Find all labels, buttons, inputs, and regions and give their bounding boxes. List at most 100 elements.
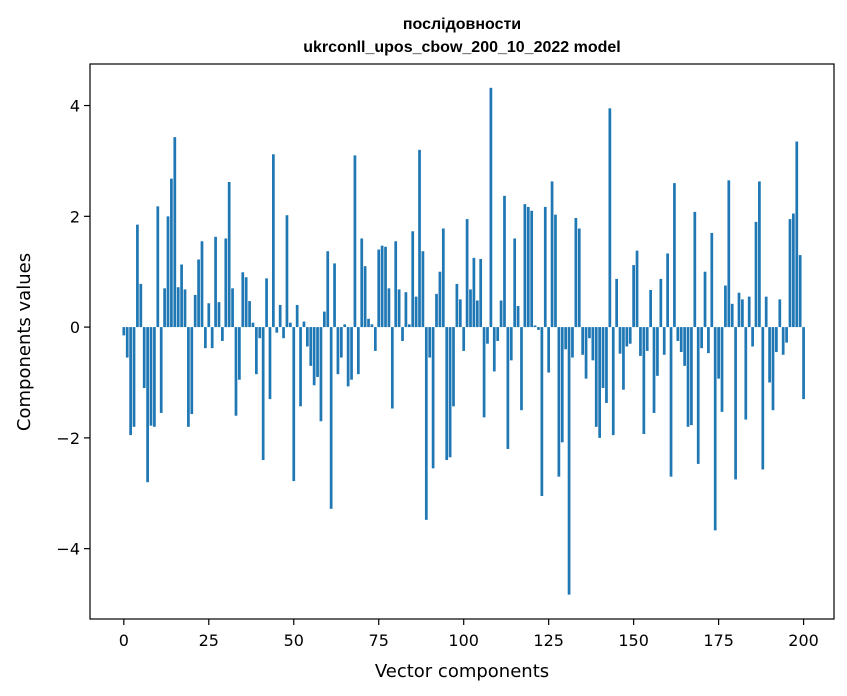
bar-43 xyxy=(268,327,272,400)
y-axis-ticks: −4 −2 0 2 4 xyxy=(56,97,90,559)
bar-108 xyxy=(489,87,493,328)
bar-8 xyxy=(149,327,153,426)
y-tick-label: 0 xyxy=(70,318,80,337)
x-tick-label: 75 xyxy=(369,631,389,650)
bar-64 xyxy=(339,327,343,358)
bar-167 xyxy=(690,327,693,426)
bar-128 xyxy=(557,327,561,477)
bar-35 xyxy=(241,272,245,328)
y-tick-label: 4 xyxy=(70,97,80,116)
bar-178 xyxy=(727,180,731,328)
bar-96 xyxy=(448,327,452,458)
bar-33 xyxy=(234,327,238,416)
bar-27 xyxy=(214,236,217,328)
bar-123 xyxy=(540,327,544,497)
bar-166 xyxy=(686,327,690,427)
bar-196 xyxy=(788,219,792,328)
bars-group xyxy=(122,87,805,595)
bar-129 xyxy=(560,327,564,443)
bar-170 xyxy=(700,327,703,349)
bar-176 xyxy=(720,327,724,412)
bar-1 xyxy=(125,327,129,358)
bar-2 xyxy=(129,327,132,436)
bar-140 xyxy=(598,327,602,438)
bar-186 xyxy=(754,221,758,328)
bar-93 xyxy=(438,271,442,328)
bar-6 xyxy=(142,327,146,389)
bar-21 xyxy=(193,294,197,328)
bar-68 xyxy=(353,155,357,328)
bar-163 xyxy=(676,327,680,341)
bar-148 xyxy=(625,327,629,347)
bar-7 xyxy=(146,327,149,483)
x-tick-label: 25 xyxy=(199,631,219,650)
bar-10 xyxy=(156,206,160,328)
bar-20 xyxy=(190,327,194,415)
bar-154 xyxy=(645,327,649,351)
bar-92 xyxy=(435,293,438,328)
bar-15 xyxy=(173,137,177,328)
bar-131 xyxy=(567,327,571,595)
bar-116 xyxy=(516,306,520,328)
bar-120 xyxy=(530,210,534,328)
bar-175 xyxy=(717,327,720,379)
bar-159 xyxy=(662,327,666,355)
bar-146 xyxy=(618,327,622,354)
bar-101 xyxy=(465,219,469,328)
bar-114 xyxy=(509,327,513,361)
x-tick-label: 125 xyxy=(533,631,564,650)
bar-0 xyxy=(122,327,126,336)
x-tick-label: 200 xyxy=(788,631,819,650)
bar-126 xyxy=(550,181,554,328)
x-axis-ticks: 0 25 50 75 100 125 150 175 200 xyxy=(119,619,819,650)
bar-83 xyxy=(404,292,408,328)
bar-46 xyxy=(278,304,282,328)
x-tick-label: 150 xyxy=(618,631,649,650)
bar-67 xyxy=(350,327,353,380)
bar-63 xyxy=(336,327,340,375)
bar-142 xyxy=(605,327,608,403)
x-tick-label: 175 xyxy=(703,631,734,650)
bar-117 xyxy=(520,327,523,411)
bar-171 xyxy=(703,271,707,328)
x-tick-label: 0 xyxy=(119,631,129,650)
bar-79 xyxy=(390,327,394,409)
chart-title-line1: послідовности xyxy=(403,16,521,33)
bar-150 xyxy=(632,265,635,328)
bar-152 xyxy=(639,327,642,356)
bar-9 xyxy=(153,327,156,427)
bar-139 xyxy=(594,327,598,427)
bar-134 xyxy=(577,228,581,328)
bar-127 xyxy=(554,214,557,328)
bar-41 xyxy=(261,327,265,461)
bar-137 xyxy=(588,327,591,339)
bar-36 xyxy=(244,277,248,328)
bar-104 xyxy=(475,300,479,328)
bar-91 xyxy=(431,327,435,469)
y-axis-label: Components values xyxy=(14,253,35,431)
bar-70 xyxy=(360,238,364,328)
bar-193 xyxy=(778,299,782,328)
bar-49 xyxy=(289,322,292,328)
y-tick-label: 2 xyxy=(70,207,80,226)
bar-110 xyxy=(496,327,500,341)
bar-88 xyxy=(421,251,425,328)
bar-3 xyxy=(132,327,136,427)
bar-103 xyxy=(472,257,476,328)
bar-143 xyxy=(608,108,612,328)
bar-107 xyxy=(486,327,489,344)
bar-45 xyxy=(275,327,279,333)
bar-198 xyxy=(795,141,799,328)
bar-54 xyxy=(305,327,309,347)
bar-72 xyxy=(367,318,370,328)
bar-78 xyxy=(387,288,391,328)
bar-38 xyxy=(251,322,255,328)
bar-56 xyxy=(312,327,316,386)
x-tick-label: 50 xyxy=(284,631,304,650)
bar-77 xyxy=(384,246,387,328)
bar-106 xyxy=(482,327,486,418)
bar-184 xyxy=(747,296,751,328)
bar-97 xyxy=(452,327,455,407)
